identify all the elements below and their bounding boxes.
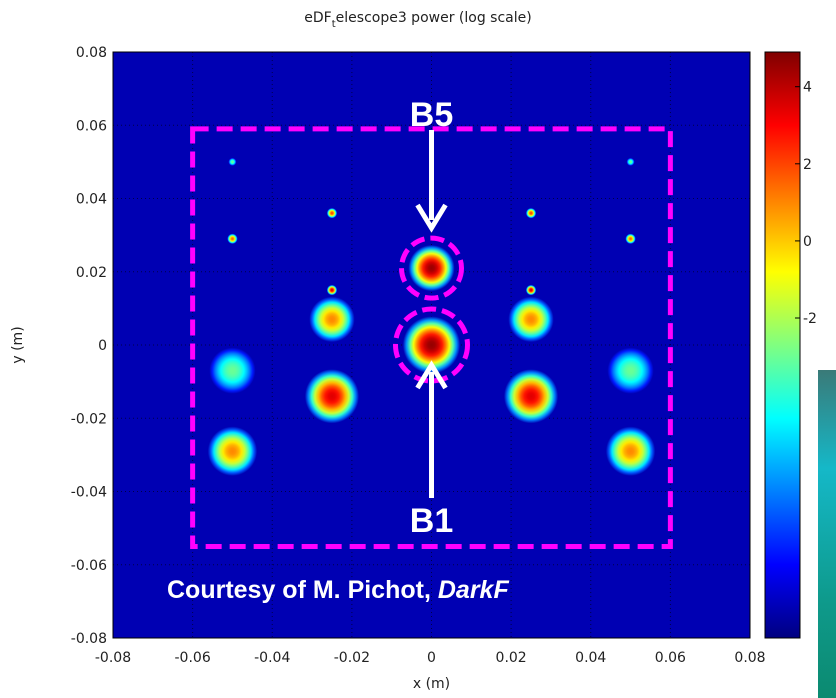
spot xyxy=(209,347,256,394)
x-tick-label: -0.04 xyxy=(254,650,290,666)
x-axis-label: x (m) xyxy=(413,676,450,692)
x-tick-label: 0.08 xyxy=(734,650,765,666)
x-tick-label: -0.02 xyxy=(334,650,370,666)
credit: Courtesy of M. Pichot, DarkF xyxy=(167,576,509,604)
colorbar xyxy=(764,51,801,639)
y-tick-label: -0.02 xyxy=(71,411,107,427)
spot xyxy=(525,284,537,296)
x-tick-label: 0.04 xyxy=(575,650,606,666)
spot xyxy=(309,296,355,343)
spot xyxy=(228,157,237,166)
spot xyxy=(605,426,656,476)
arrow-head xyxy=(415,203,448,233)
plot-layer: -0.08 -0.06 -0.04 -0.02 0 0.02 0.04 0.06 0.08 -0.… xyxy=(71,45,766,666)
y-tick-label: -0.06 xyxy=(71,558,107,574)
y-tick-label: 0.06 xyxy=(76,118,107,134)
spot xyxy=(304,369,360,424)
spot xyxy=(326,284,338,296)
arrow-head xyxy=(415,360,448,390)
y-tick-label: 0.08 xyxy=(76,45,107,61)
title-part: eDF xyxy=(304,10,331,26)
y-tick-label: 0.02 xyxy=(76,265,107,281)
spot xyxy=(625,233,636,244)
dashed-circle xyxy=(399,235,464,301)
spot xyxy=(508,296,554,343)
credit-italic: DarkF xyxy=(438,576,510,604)
annotation: B1 xyxy=(410,502,453,540)
spot xyxy=(607,347,654,394)
y-tick-label: 0.04 xyxy=(76,192,107,208)
dashed-box xyxy=(190,126,673,549)
x-tick-label: 0 xyxy=(427,650,436,666)
colorbar-tick-label: 0 xyxy=(803,234,812,250)
spot xyxy=(326,207,338,219)
spot xyxy=(525,207,537,219)
credit-text: Courtesy of M. Pichot, xyxy=(167,576,438,604)
dashed-circle xyxy=(393,306,470,384)
x-tick-label: -0.06 xyxy=(175,650,211,666)
spot xyxy=(626,157,635,166)
annotation: B5 xyxy=(410,96,453,134)
spot xyxy=(503,369,559,424)
colorbar-tick-label: -2 xyxy=(803,311,817,327)
colorbar-tick-label: 2 xyxy=(803,157,812,173)
photo-fragment xyxy=(818,370,836,698)
x-tick-label: -0.08 xyxy=(95,650,131,666)
title-part: elescope3 power (log scale) xyxy=(336,10,532,26)
title-sub: t xyxy=(332,19,336,30)
x-tick-label: 0.02 xyxy=(496,650,527,666)
spot xyxy=(402,316,461,374)
spot xyxy=(207,426,258,476)
spot xyxy=(408,244,455,292)
colorbar-tick-label: 4 xyxy=(803,80,812,96)
spot xyxy=(227,233,238,244)
x-tick-label: 0.06 xyxy=(655,650,686,666)
y-axis-label: y (m) xyxy=(10,326,26,363)
y-tick-label: -0.04 xyxy=(71,485,107,501)
y-tick-label: 0 xyxy=(98,338,107,354)
chart-title: eDFtelescope3 power (log scale) xyxy=(304,10,531,30)
y-tick-label: -0.08 xyxy=(71,631,107,647)
